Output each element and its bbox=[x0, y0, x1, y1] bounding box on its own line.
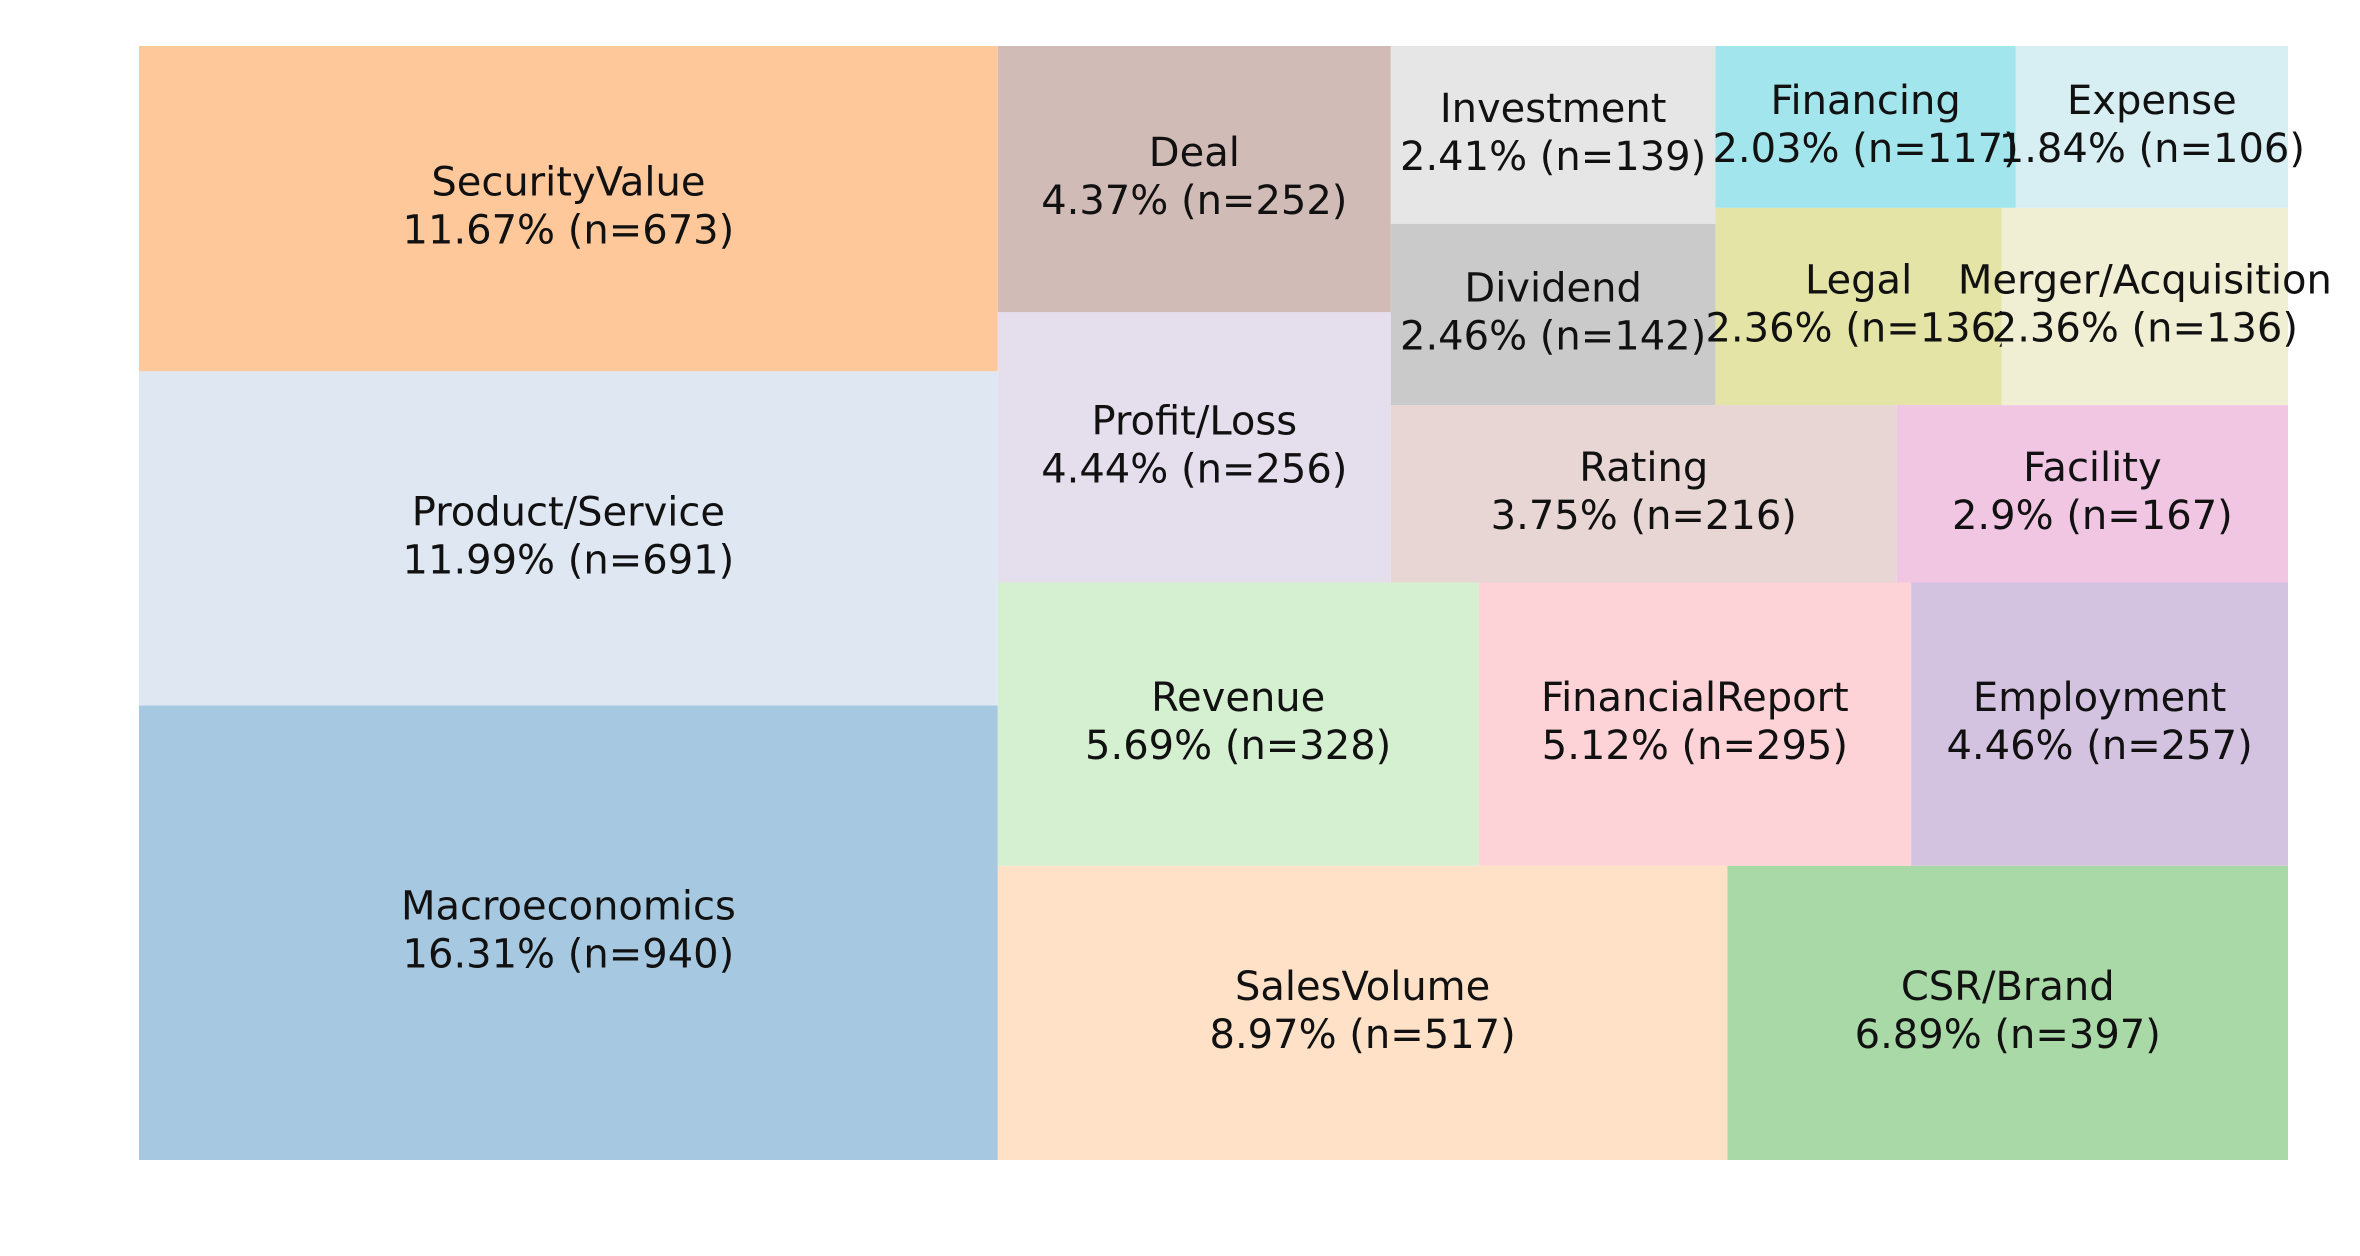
treemap-rect-expense bbox=[2015, 46, 2288, 208]
treemap-label-expense: Expense bbox=[2067, 78, 2237, 124]
treemap-value-deal: 4.37% (n=252) bbox=[1041, 178, 1347, 224]
treemap-label-revenue: Revenue bbox=[1151, 675, 1325, 721]
treemap-rect-revenue bbox=[997, 582, 1479, 866]
treemap-value-profit-loss: 4.44% (n=256) bbox=[1041, 446, 1347, 492]
treemap-label-legal: Legal bbox=[1805, 257, 1912, 303]
treemap-rect-financing bbox=[1715, 46, 2016, 208]
treemap-rect-salesvolume bbox=[997, 865, 1728, 1160]
treemap-value-merger-acquisition: 2.36% (n=136) bbox=[1992, 305, 2298, 351]
treemap-value-csr-brand: 6.89% (n=397) bbox=[1855, 1012, 2161, 1058]
treemap-rect-merger-acquisition bbox=[2001, 207, 2288, 406]
treemap-label-profit-loss: Profit/Loss bbox=[1092, 398, 1298, 444]
treemap-rect-macroeconomics bbox=[139, 705, 998, 1160]
treemap-rect-legal bbox=[1715, 207, 2002, 406]
treemap-rect-dividend bbox=[1390, 223, 1716, 406]
treemap-value-macroeconomics: 16.31% (n=940) bbox=[403, 932, 735, 978]
treemap-value-investment: 2.41% (n=139) bbox=[1400, 134, 1706, 180]
treemap-rect-csr-brand bbox=[1727, 865, 2288, 1160]
treemap-value-salesvolume: 8.97% (n=517) bbox=[1210, 1012, 1516, 1058]
treemap-value-employment: 4.46% (n=257) bbox=[1946, 723, 2252, 769]
treemap-label-financing: Financing bbox=[1770, 78, 1960, 124]
treemap-value-rating: 3.75% (n=216) bbox=[1491, 493, 1797, 539]
treemap-value-expense: 1.84% (n=106) bbox=[1999, 126, 2305, 172]
treemap-label-dividend: Dividend bbox=[1464, 265, 1641, 311]
treemap-label-macroeconomics: Macroeconomics bbox=[401, 884, 736, 930]
treemap-label-salesvolume: SalesVolume bbox=[1235, 964, 1490, 1010]
treemap-rect-rating bbox=[1390, 405, 1897, 583]
treemap-value-facility: 2.9% (n=167) bbox=[1952, 493, 2233, 539]
treemap-value-securityvalue: 11.67% (n=673) bbox=[403, 208, 735, 254]
treemap-label-investment: Investment bbox=[1440, 86, 1667, 132]
treemap-rect-financialreport bbox=[1478, 582, 1912, 866]
treemap-rect-deal bbox=[997, 46, 1391, 313]
treemap-value-financing: 2.03% (n=117) bbox=[1712, 126, 2018, 172]
treemap-label-employment: Employment bbox=[1973, 675, 2227, 721]
treemap-value-legal: 2.36% (n=136) bbox=[1705, 305, 2011, 351]
treemap-label-csr-brand: CSR/Brand bbox=[1901, 964, 2115, 1010]
treemap-label-deal: Deal bbox=[1149, 130, 1240, 176]
treemap-rect-investment bbox=[1390, 46, 1716, 224]
treemap-value-financialreport: 5.12% (n=295) bbox=[1542, 723, 1848, 769]
treemap-rect-product-service bbox=[139, 371, 998, 706]
treemap-rect-employment bbox=[1911, 582, 2288, 866]
treemap-label-securityvalue: SecurityValue bbox=[431, 160, 705, 206]
treemap-label-financialreport: FinancialReport bbox=[1541, 675, 1849, 721]
treemap-value-revenue: 5.69% (n=328) bbox=[1085, 723, 1391, 769]
treemap-rect-profit-loss bbox=[997, 312, 1391, 583]
treemap-label-merger-acquisition: Merger/Acquisition bbox=[1958, 257, 2332, 303]
treemap-rect-securityvalue bbox=[139, 46, 998, 372]
treemap-label-product-service: Product/Service bbox=[412, 489, 725, 535]
treemap-value-dividend: 2.46% (n=142) bbox=[1400, 313, 1706, 359]
treemap-label-facility: Facility bbox=[2023, 445, 2162, 491]
treemap-label-rating: Rating bbox=[1579, 445, 1708, 491]
treemap-value-product-service: 11.99% (n=691) bbox=[403, 537, 735, 583]
treemap-rect-facility bbox=[1896, 405, 2288, 583]
